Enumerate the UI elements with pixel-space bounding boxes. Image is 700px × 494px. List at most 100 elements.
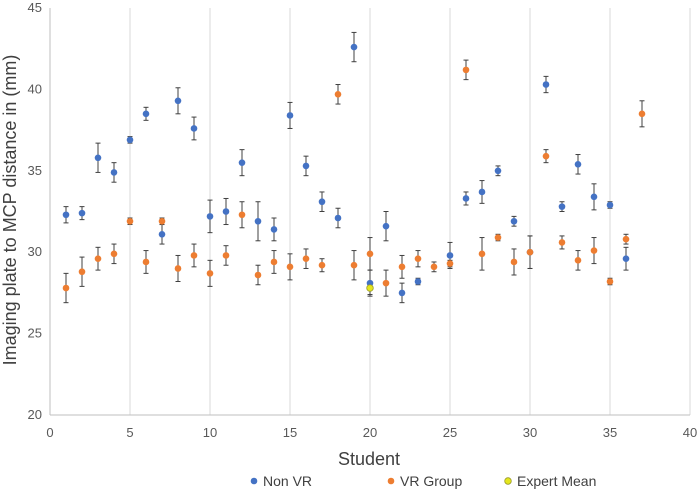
vr-group-point (622, 235, 630, 243)
y-axis-title: Imaging plate to MCP distance in (mm) (0, 55, 20, 366)
non-vr-point (270, 226, 278, 233)
x-tick-label: 25 (443, 425, 457, 440)
vr-group-point (334, 90, 342, 98)
legend-label: Expert Mean (517, 473, 596, 489)
x-tick-label: 0 (46, 425, 53, 440)
vr-group-point (510, 258, 518, 266)
non-vr-point (62, 211, 70, 219)
non-vr-point (494, 167, 502, 175)
vr-group-point (366, 250, 374, 258)
legend-label: Non VR (263, 473, 312, 489)
non-vr-point (110, 169, 118, 176)
vr-group-point (574, 257, 582, 264)
non-vr-point (334, 214, 342, 222)
vr-group-point (478, 250, 486, 258)
x-tick-label: 30 (523, 425, 537, 440)
legend: Non VR VR Group Expert Mean (250, 473, 596, 489)
non-vr-point (238, 159, 246, 166)
vr-group-point (606, 278, 614, 285)
vr-group-point (78, 268, 86, 276)
legend-marker (504, 477, 512, 485)
x-tick-label: 5 (126, 425, 133, 440)
vr-group-point (126, 217, 134, 225)
legend-marker (250, 477, 258, 485)
vr-group-point (302, 255, 310, 263)
vr-group-point (222, 252, 230, 259)
non-vr-point (126, 136, 134, 144)
y-tick-label: 25 (28, 326, 42, 341)
non-vr-point (590, 193, 598, 201)
non-vr-point (622, 255, 630, 263)
x-tick-labels: 0 5 10 15 20 25 30 35 40 (46, 425, 697, 440)
non-vr-point (302, 162, 310, 170)
vr-group-point (462, 66, 470, 74)
x-tick-label: 10 (203, 425, 217, 440)
non-vr-point (382, 222, 390, 230)
vr-group-point (542, 152, 550, 160)
non-vr-point (478, 188, 486, 196)
non-vr-point (190, 125, 198, 132)
vr-group-point (446, 260, 454, 267)
non-vr-point (254, 217, 262, 225)
y-tick-label: 35 (28, 163, 42, 178)
legend-marker (387, 477, 395, 485)
vr-group-point (494, 234, 502, 241)
vr-group-point (382, 279, 390, 287)
vr-group-point (206, 270, 214, 277)
non-vr-point (318, 198, 326, 206)
vr-group-point (638, 110, 646, 118)
y-tick-label: 30 (28, 244, 42, 259)
non-vr-point (558, 203, 566, 210)
x-tick-label: 20 (363, 425, 377, 440)
vr-group-point (590, 247, 598, 254)
vr-group-point (110, 250, 118, 258)
non-vr-point (510, 217, 518, 225)
y-tick-label: 20 (28, 407, 42, 422)
vr-group-point (62, 284, 70, 292)
vr-group-point (318, 261, 326, 269)
data-points (62, 43, 646, 297)
y-tick-label: 40 (28, 81, 42, 96)
non-vr-point (398, 289, 406, 297)
legend-item-expert-mean: Expert Mean (504, 473, 596, 489)
x-tick-label: 40 (683, 425, 697, 440)
non-vr-point (94, 154, 102, 162)
vr-group-point (350, 261, 358, 269)
non-vr-point (286, 112, 294, 119)
vr-group-point (286, 263, 294, 271)
non-vr-point (174, 97, 182, 105)
expert-mean-point (366, 284, 374, 292)
grid-lines (129, 8, 691, 415)
vr-group-point (142, 258, 150, 266)
vr-group-point (526, 248, 534, 256)
vr-group-point (558, 239, 566, 246)
non-vr-point (206, 213, 214, 220)
non-vr-point (446, 252, 454, 259)
non-vr-point (222, 208, 230, 215)
x-tick-label: 15 (283, 425, 297, 440)
non-vr-point (78, 209, 86, 217)
vr-group-point (174, 265, 182, 272)
legend-item-non-vr: Non VR (250, 473, 312, 489)
vr-group-point (190, 252, 198, 259)
x-tick-label: 35 (603, 425, 617, 440)
non-vr-point (606, 201, 614, 209)
vr-group-point (238, 211, 246, 219)
non-vr-point (142, 110, 150, 118)
non-vr-point (158, 230, 166, 238)
legend-label: VR Group (400, 473, 462, 489)
non-vr-point (350, 43, 358, 51)
vr-group-point (94, 255, 102, 263)
y-tick-label: 45 (28, 0, 42, 15)
vr-group-point (254, 271, 262, 279)
non-vr-point (414, 278, 422, 285)
legend-item-vr-group: VR Group (387, 473, 462, 489)
vr-group-point (158, 217, 166, 225)
vr-group-point (270, 258, 278, 266)
non-vr-point (542, 81, 550, 88)
vr-group-point (414, 255, 422, 263)
x-axis-title: Student (338, 449, 400, 469)
axes (49, 8, 690, 416)
non-vr-point (574, 160, 582, 168)
